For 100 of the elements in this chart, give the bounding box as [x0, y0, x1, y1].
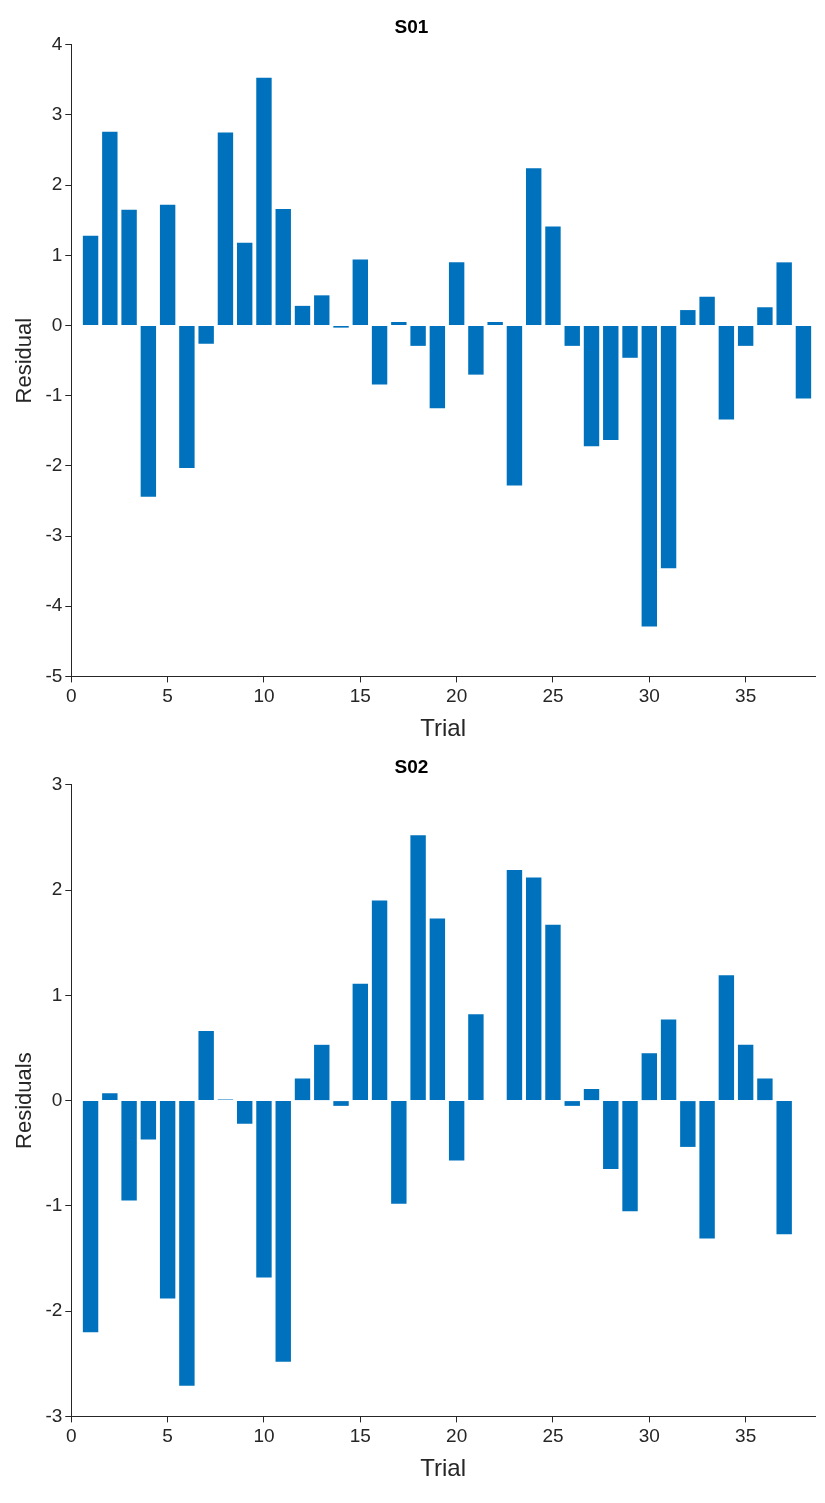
x-tick-label: 20	[446, 1425, 468, 1447]
bar	[429, 918, 446, 1101]
x-tick-label: 35	[735, 1425, 757, 1447]
bar	[294, 1078, 311, 1101]
x-tick-label: 5	[162, 1425, 173, 1447]
bar	[102, 1093, 118, 1101]
bar	[82, 235, 99, 326]
bar	[603, 326, 619, 440]
bar	[506, 326, 523, 486]
bar	[660, 1019, 677, 1101]
bar	[680, 310, 696, 326]
bar	[468, 326, 484, 375]
y-tick-label: 3	[51, 103, 63, 125]
bar	[699, 296, 715, 326]
bar	[468, 1014, 484, 1101]
x-tick-label: 35	[735, 685, 757, 707]
x-tick-label: 25	[542, 1425, 564, 1447]
x-tick-label: 0	[66, 685, 77, 707]
bar	[545, 226, 561, 326]
bar	[140, 1101, 157, 1140]
bar	[102, 131, 118, 326]
x-axis-title: Trial	[420, 1454, 467, 1482]
bar	[275, 1101, 291, 1362]
bar	[718, 975, 735, 1101]
y-tick-label: -2	[45, 1299, 63, 1321]
bar	[159, 1101, 176, 1299]
bar	[680, 1101, 696, 1147]
bar	[294, 305, 311, 326]
y-tick-label: 1	[51, 983, 63, 1005]
bar	[352, 259, 369, 326]
bar	[737, 1044, 754, 1101]
bar	[140, 326, 157, 497]
x-tick-label: 20	[446, 685, 468, 707]
bar	[179, 1101, 195, 1386]
y-tick-label: 3	[51, 773, 63, 795]
bar	[545, 924, 561, 1101]
bar	[737, 326, 754, 346]
bar	[391, 322, 407, 326]
x-tick-label: 15	[349, 685, 371, 707]
y-axis-title: Residual	[11, 317, 37, 404]
bar	[121, 1101, 137, 1201]
bar	[660, 326, 677, 569]
bar	[776, 1101, 792, 1235]
bar	[217, 132, 234, 326]
bar	[256, 77, 272, 326]
bar	[82, 1101, 99, 1333]
bar	[410, 326, 426, 346]
bar	[236, 242, 253, 326]
bar	[603, 1101, 619, 1170]
y-tick-label: -1	[45, 1194, 63, 1216]
y-tick-label: 4	[51, 33, 63, 55]
bar	[333, 1101, 349, 1106]
bar	[410, 835, 426, 1101]
y-tick-label: 0	[51, 313, 63, 335]
bar	[236, 1101, 253, 1124]
bar	[159, 204, 176, 326]
bar	[391, 1101, 407, 1204]
bar	[179, 326, 195, 468]
bar	[564, 1101, 580, 1106]
bar	[564, 326, 580, 346]
bar	[718, 326, 735, 420]
bar	[198, 1031, 214, 1101]
y-tick-label: 2	[51, 878, 63, 900]
x-tick-label: 30	[638, 1425, 660, 1447]
x-tick-label: 10	[253, 685, 275, 707]
y-tick-label: -1	[45, 383, 63, 405]
bar	[526, 877, 542, 1101]
bar	[757, 307, 773, 326]
bar	[795, 326, 812, 399]
bar	[121, 209, 137, 326]
bar	[429, 326, 446, 409]
y-tick-label: -3	[45, 1404, 63, 1426]
y-tick-label: 1	[51, 243, 63, 265]
y-tick-label: -2	[45, 454, 63, 476]
y-tick-label: -4	[45, 594, 63, 616]
y-axis-title: Residuals	[11, 1052, 37, 1149]
bar	[622, 1101, 638, 1212]
chart-title: S01	[394, 15, 429, 37]
bar	[583, 326, 600, 447]
bar	[776, 262, 792, 326]
bar	[352, 983, 369, 1101]
bar	[641, 326, 658, 627]
x-tick-label: 15	[349, 1425, 371, 1447]
x-tick-label: 10	[253, 1425, 275, 1447]
bar	[583, 1089, 600, 1101]
bar	[448, 1101, 465, 1161]
y-tick-label: 2	[51, 173, 63, 195]
bar	[757, 1078, 773, 1101]
bar	[371, 900, 388, 1101]
y-tick-label: -5	[45, 664, 63, 686]
bar	[699, 1101, 715, 1239]
bar	[314, 295, 330, 326]
bar	[641, 1053, 658, 1101]
bar	[198, 326, 214, 344]
bar	[526, 168, 542, 326]
y-tick-label: -3	[45, 524, 63, 546]
bar	[256, 1101, 272, 1278]
x-tick-label: 0	[66, 1425, 77, 1447]
bar	[275, 209, 291, 326]
y-tick-label: 0	[51, 1088, 63, 1110]
